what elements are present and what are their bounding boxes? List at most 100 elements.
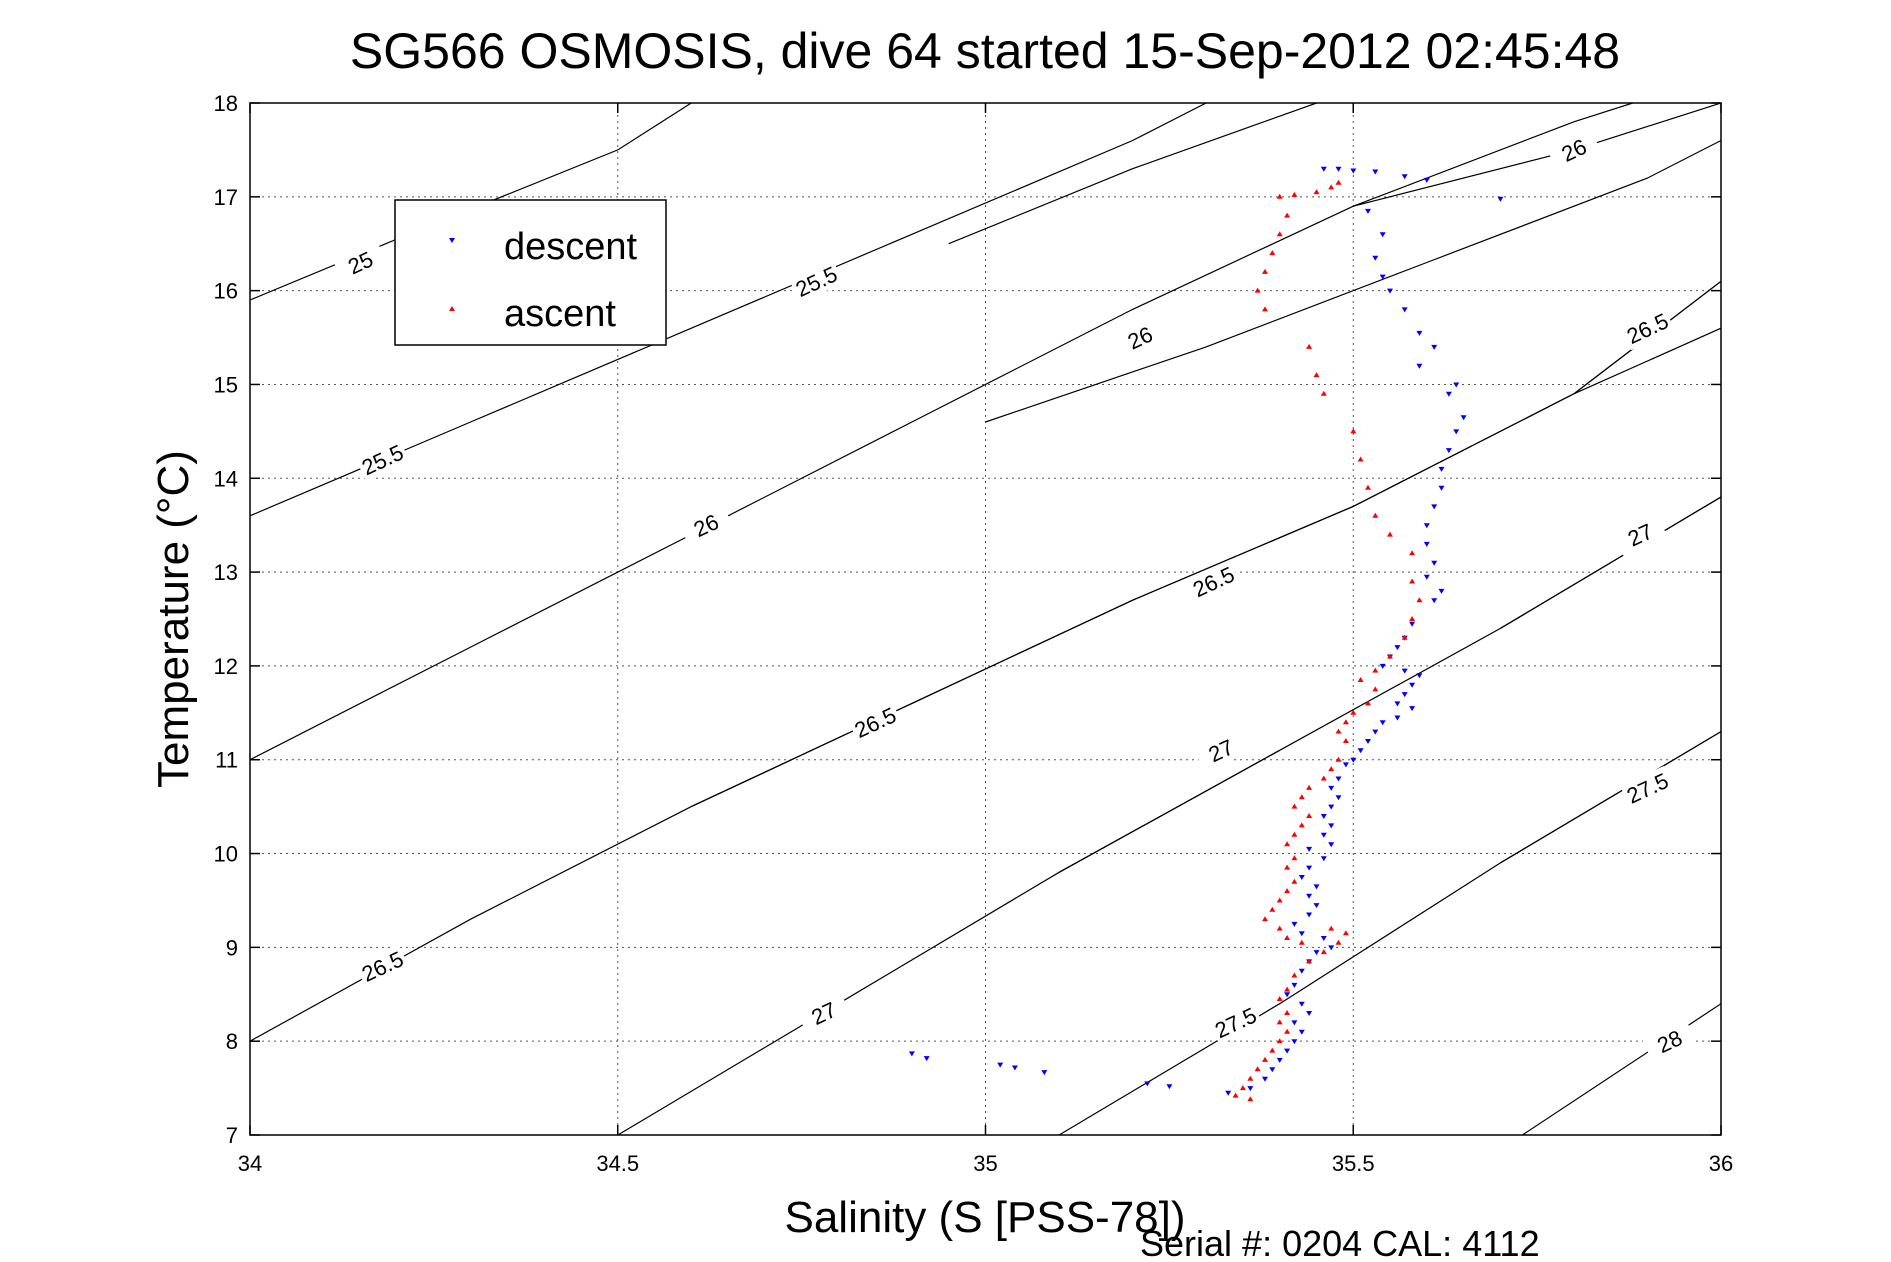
descent-point: [1431, 504, 1438, 510]
descent-point: [1262, 1076, 1268, 1082]
descent-point: [1342, 762, 1349, 768]
descent-point: [1225, 1090, 1232, 1096]
ascent-point: [1306, 958, 1313, 964]
contour-line-25.5: [948, 103, 1317, 245]
contour-label-bg: [796, 991, 851, 1035]
ascent-point: [1276, 925, 1283, 931]
ascent-point: [1262, 916, 1268, 922]
ascent-point: [1306, 343, 1313, 349]
ascent-point: [1328, 925, 1335, 931]
contour-line-26: [1353, 103, 1721, 207]
descent-point: [1431, 560, 1438, 566]
ascent-point: [1269, 1047, 1276, 1053]
descent-point: [1350, 168, 1357, 174]
descent-point: [1460, 415, 1467, 421]
ascent-point: [1262, 268, 1268, 274]
descent-point: [1423, 177, 1430, 183]
ascent-point: [1291, 972, 1298, 978]
descent-point: [1394, 715, 1401, 721]
descent-point: [1298, 1029, 1305, 1035]
contour-label-bg: [1620, 765, 1675, 810]
descent-point: [1306, 912, 1313, 918]
y-tick-label: 13: [214, 560, 238, 585]
y-tick-label: 8: [226, 1029, 238, 1054]
ascent-point: [1357, 456, 1364, 462]
descent-point: [1401, 174, 1408, 180]
contour-label-bg: [1193, 728, 1249, 773]
ascent-point: [1276, 231, 1283, 237]
legend-marker-ascent: [449, 306, 455, 311]
descent-point: [1328, 785, 1335, 791]
ascent-point: [1342, 930, 1349, 936]
ascent-point: [1291, 191, 1298, 197]
y-tick-label: 11: [215, 748, 238, 773]
contour-label-bg: [1612, 512, 1668, 557]
contour-line-27.5: [1500, 731, 1721, 864]
y-tick-label: 15: [214, 372, 238, 397]
x-axis-label: Salinity (S [PSS-78]): [784, 1193, 1185, 1242]
descent-point: [1011, 1065, 1018, 1071]
descent-point: [1291, 982, 1298, 988]
legend-marker-descent: [449, 238, 455, 243]
ascent-point: [1298, 822, 1305, 828]
descent-point: [1497, 196, 1504, 202]
contour-line-26: [985, 139, 1721, 423]
ascent-point: [1328, 184, 1335, 190]
descent-point: [1401, 668, 1408, 674]
descent-point: [1306, 1011, 1313, 1016]
ascent-point: [1269, 906, 1276, 912]
descent-point: [1431, 598, 1438, 604]
series-ascent: [1232, 179, 1423, 1102]
contour-label-bg: [1208, 1000, 1263, 1045]
descent-point: [1320, 936, 1327, 941]
descent-point: [1306, 865, 1313, 871]
contour-label-bg: [789, 259, 844, 304]
contour-line-27: [617, 496, 1721, 1135]
descent-point: [1423, 523, 1430, 529]
contour-line-26.5: [1573, 327, 1721, 395]
contour-label-bg: [1642, 1019, 1697, 1064]
ascent-point: [1335, 728, 1342, 734]
ascent-point: [1284, 1010, 1291, 1015]
contour-line-26.5: [691, 505, 1354, 808]
contour-label-bg: [1186, 559, 1241, 604]
descent-point: [1328, 823, 1335, 829]
contour-line-27.5: [1058, 731, 1721, 1135]
descent-point: [1247, 1086, 1254, 1092]
ascent-point: [1313, 372, 1320, 378]
descent-point: [1298, 1001, 1305, 1007]
ascent-point: [1291, 878, 1298, 884]
descent-point: [923, 1056, 930, 1062]
descent-point: [1320, 166, 1327, 172]
ascent-point: [1306, 784, 1313, 790]
descent-point: [1416, 363, 1423, 369]
ascent-point: [1284, 864, 1291, 870]
descent-point: [1379, 232, 1386, 238]
descent-point: [997, 1062, 1004, 1068]
descent-point: [1445, 391, 1452, 397]
grid-lines: [250, 103, 1721, 1135]
descent-point: [1387, 288, 1393, 294]
descent-point: [1298, 931, 1305, 937]
legend: descent ascent: [394, 199, 667, 346]
ascent-point: [1306, 813, 1313, 818]
descent-point: [1313, 884, 1320, 890]
descent-point: [1409, 621, 1416, 627]
ascent-point: [1387, 531, 1393, 537]
ascent-point: [1298, 794, 1305, 800]
ascent-point: [1372, 667, 1379, 673]
y-tick-label: 16: [214, 279, 238, 304]
descent-point: [1438, 485, 1445, 491]
descent-point: [1350, 757, 1357, 763]
ascent-point: [1276, 897, 1283, 903]
ascent-point: [1284, 1028, 1291, 1034]
x-tick-label: 35: [973, 1151, 997, 1176]
contour-label-bg: [1112, 315, 1168, 360]
descent-point: [1320, 856, 1327, 862]
descent-point: [1306, 846, 1313, 852]
ascent-point: [1276, 193, 1283, 199]
descent-point: [1291, 921, 1298, 927]
descent-point: [1372, 169, 1379, 175]
ascent-point: [1409, 550, 1416, 556]
